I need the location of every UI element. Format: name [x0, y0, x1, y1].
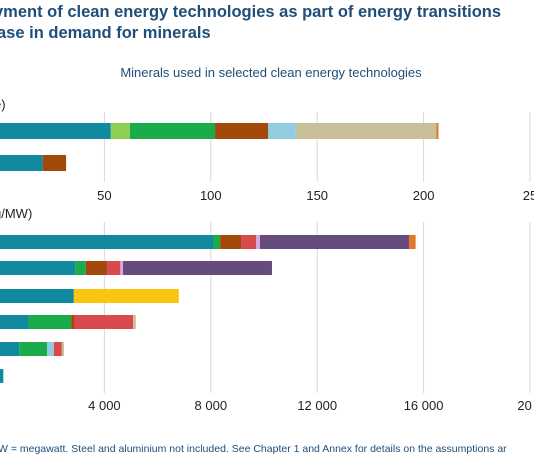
bottom-bar-0-segment-1 [213, 235, 221, 249]
top-bar-0-segment-4 [268, 123, 296, 139]
bottom-bar-4-segment-3 [53, 342, 62, 356]
bottom-bar-5-segment-0 [0, 369, 4, 383]
top-bar-0-segment-5 [295, 123, 437, 139]
bottom-bar-3-segment-3 [74, 315, 134, 329]
bottom-bar-1-segment-5 [123, 261, 272, 275]
bottom-bar-1-segment-3 [107, 261, 121, 275]
bottom-bar-2-segment-0 [0, 289, 74, 303]
top-tick-label-0: 50 [97, 188, 111, 203]
bottom-bar-3-segment-1 [28, 315, 72, 329]
top-bar-0-segment-2 [129, 123, 216, 139]
top-tick-label-3: 200 [413, 188, 435, 203]
bottom-bar-0-segment-2 [220, 235, 242, 249]
top-panel-axis-label: e) [0, 97, 6, 112]
chart-title-line-2: ase in demand for minerals [0, 24, 211, 42]
bottom-bar-0-segment-3 [241, 235, 257, 249]
bottom-bar-4-segment-0 [0, 342, 20, 356]
chart-subtitle: Minerals used in selected clean energy t… [120, 65, 422, 80]
bottom-bar-2-segment-1 [73, 289, 179, 303]
top-bar-0-segment-1 [110, 123, 130, 139]
bottom-bar-3-segment-2 [71, 315, 75, 329]
bottom-bar-0-segment-0 [0, 235, 214, 249]
top-bar-1-segment-1 [42, 155, 67, 171]
bottom-bar-1-segment-0 [0, 261, 76, 275]
bottom-panel-axis-label: g/MW) [0, 206, 33, 221]
top-tick-label-2: 150 [306, 188, 328, 203]
top-bar-0-segment-0 [0, 123, 111, 139]
top-tick-label-4: 25 [523, 188, 534, 203]
bottom-bar-0-segment-5 [260, 235, 409, 249]
top-tick-label-1: 100 [200, 188, 222, 203]
bottom-bar-0-segment-6 [408, 235, 416, 249]
top-bar-0-segment-3 [215, 123, 269, 139]
bottom-bar-3-segment-4 [133, 315, 136, 329]
bottom-bar-4-segment-2 [47, 342, 54, 356]
bottom-tick-label-1: 8 000 [195, 398, 228, 413]
bottom-tick-label-4: 20 0 [517, 398, 534, 413]
bottom-bar-3-segment-0 [0, 315, 29, 329]
bottom-bar-4-segment-4 [61, 342, 64, 356]
footnote: W = megawatt. Steel and aluminium not in… [0, 443, 507, 455]
chart-title-line-1: yment of clean energy technologies as pa… [0, 3, 502, 21]
bottom-bar-1-segment-1 [75, 261, 86, 275]
bottom-bar-4-segment-1 [19, 342, 48, 356]
top-bar-1-segment-0 [0, 155, 43, 171]
bottom-bar-1-segment-4 [120, 261, 124, 275]
bottom-tick-label-0: 4 000 [88, 398, 121, 413]
bottom-tick-label-2: 12 000 [297, 398, 337, 413]
chart-title: yment of clean energy technologies as pa… [0, 2, 534, 44]
bottom-tick-label-3: 16 000 [404, 398, 444, 413]
bottom-bar-1-segment-2 [85, 261, 108, 275]
top-bar-0-segment-6 [436, 123, 439, 139]
bottom-bar-0-segment-4 [256, 235, 261, 249]
